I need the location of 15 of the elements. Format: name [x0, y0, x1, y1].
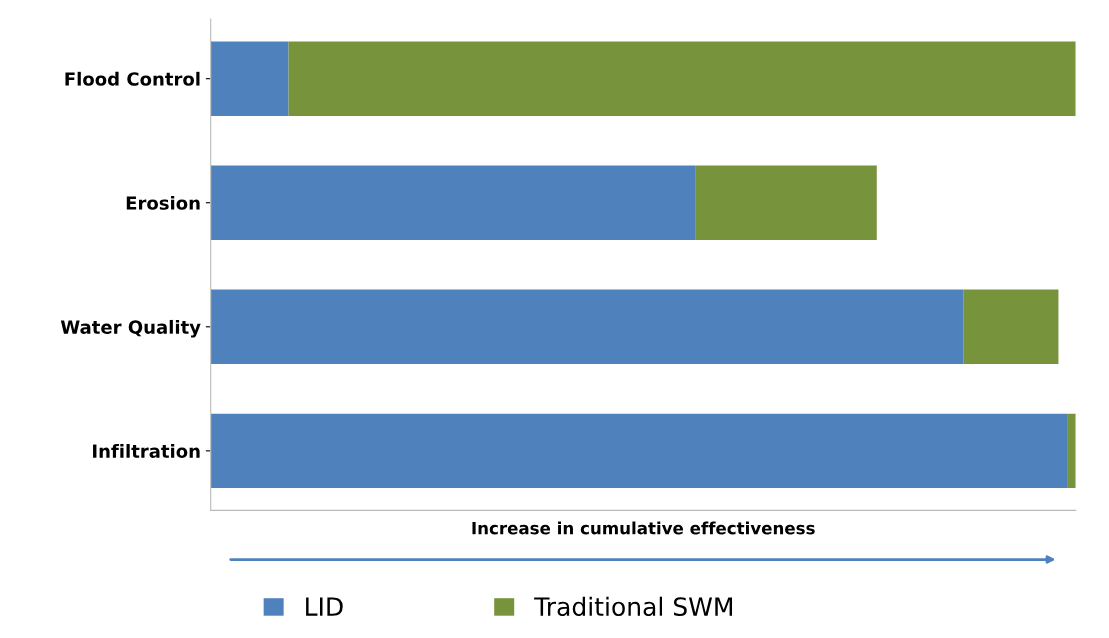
- y-tick-label: Erosion: [126, 195, 200, 210]
- y-tick-label: Infiltration: [93, 443, 200, 458]
- bar: [695, 165, 877, 240]
- legend-label: Traditional SWM: [534, 596, 733, 617]
- y-tick-label: Flood Control: [65, 71, 200, 86]
- legend-label: LID: [306, 597, 343, 616]
- x-axis-title: Increase in cumulative effectiveness: [472, 521, 815, 535]
- bar: [963, 289, 1059, 365]
- bar: [210, 413, 1068, 489]
- bar: [1067, 413, 1076, 489]
- bar: [210, 41, 289, 116]
- y-tick-label: Water Quality: [60, 319, 201, 338]
- bar: [210, 165, 696, 240]
- bar: [288, 41, 1076, 116]
- bar: [210, 289, 964, 365]
